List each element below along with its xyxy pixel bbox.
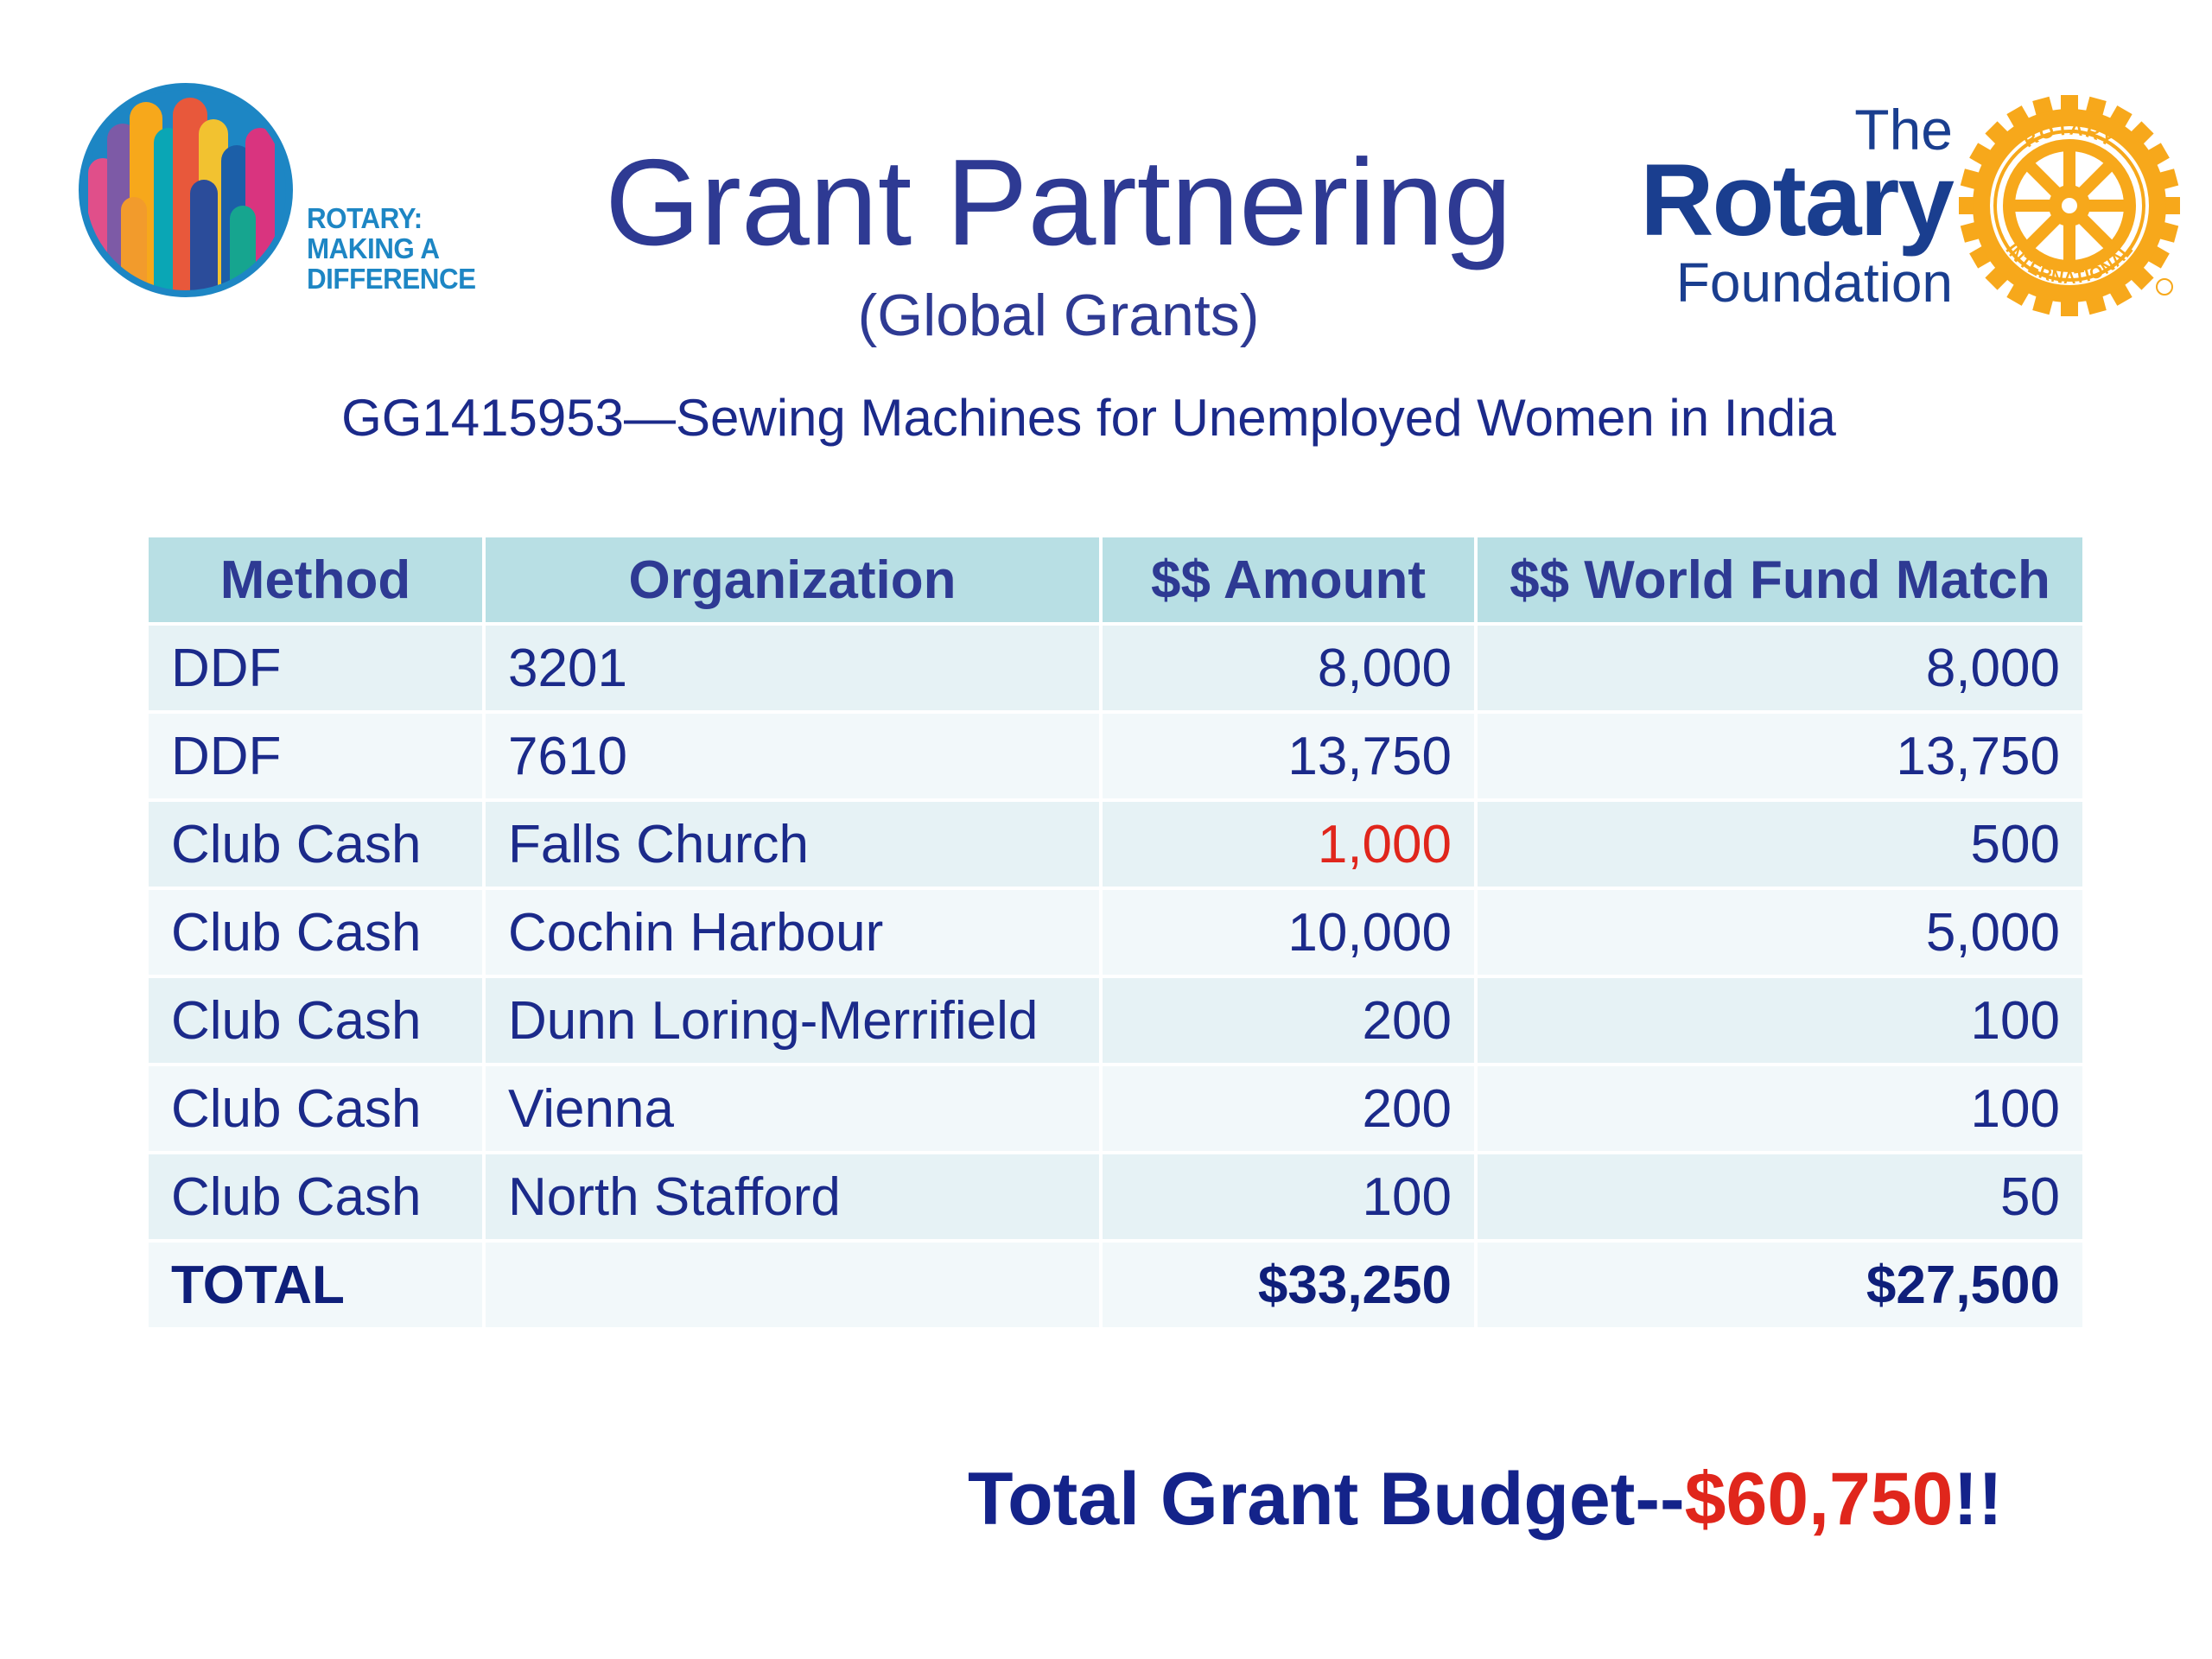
cell-method: DDF [149,714,482,798]
logo-tagline-line-1: ROTARY: [307,202,423,234]
table-row: Club Cash Cochin Harbour 10,000 5,000 [149,890,2082,975]
cell-amount: 1,000 [1103,802,1474,887]
cell-amount: 200 [1103,1066,1474,1151]
table-row: Club Cash Dunn Loring-Merrifield 200 100 [149,978,2082,1063]
page-subtitle: (Global Grants) [857,283,1260,348]
total-organization [486,1243,1099,1327]
rotary-wheel-icon: ROTARY INTERNATIONAL [1959,95,2180,316]
cell-organization: Falls Church [486,802,1099,887]
foundation-logo-foundation: Foundation [1675,251,1953,314]
page-title: Grant Partnering [605,134,1512,271]
total-label: TOTAL [149,1243,482,1327]
logo-tagline: ROTARY: MAKING A DIFFERENCE [307,203,476,294]
column-header-world-fund-match: $$ World Fund Match [1478,537,2082,622]
cell-method: DDF [149,626,482,710]
table-row: Club Cash Falls Church 1,000 500 [149,802,2082,887]
budget-label: Total Grant Budget-- [968,1458,1685,1541]
foundation-logo-rotary: Rotary [1640,143,1955,257]
cell-world-fund-match: 500 [1478,802,2082,887]
table-row: Club Cash North Stafford 100 50 [149,1154,2082,1239]
cell-organization: 3201 [486,626,1099,710]
table-header-row: Method Organization $$ Amount $$ World F… [149,537,2082,622]
cell-method: Club Cash [149,802,482,887]
grant-description: GG1415953—Sewing Machines for Unemployed… [341,389,1836,447]
cell-organization: 7610 [486,714,1099,798]
cell-method: Club Cash [149,1154,482,1239]
cell-organization: Cochin Harbour [486,890,1099,975]
logo-tagline-line-2: MAKING A [307,232,440,264]
cell-organization: Dunn Loring-Merrifield [486,978,1099,1063]
total-amount: $33,250 [1103,1243,1474,1327]
cell-amount: 10,000 [1103,890,1474,975]
total-grant-budget: Total Grant Budget--$60,750!! [968,1456,2005,1542]
table-row: DDF 3201 8,000 8,000 [149,626,2082,710]
cell-world-fund-match: 13,750 [1478,714,2082,798]
total-world-fund-match: $27,500 [1478,1243,2082,1327]
cell-world-fund-match: 50 [1478,1154,2082,1239]
cell-amount: 13,750 [1103,714,1474,798]
cell-world-fund-match: 100 [1478,1066,2082,1151]
cell-organization: North Stafford [486,1154,1099,1239]
cell-amount: 200 [1103,978,1474,1063]
table-row: Club Cash Vienna 200 100 [149,1066,2082,1151]
foundation-logo-the: The [1854,98,1953,162]
cell-amount: 8,000 [1103,626,1474,710]
cell-world-fund-match: 8,000 [1478,626,2082,710]
column-header-organization: Organization [486,537,1099,622]
grant-partnering-table: Method Organization $$ Amount $$ World F… [145,534,2086,1331]
cell-method: Club Cash [149,978,482,1063]
column-header-amount: $$ Amount [1103,537,1474,622]
cell-method: Club Cash [149,1066,482,1151]
rotary-making-a-difference-logo [79,83,293,297]
cell-method: Club Cash [149,890,482,975]
budget-suffix: !! [1953,1458,2003,1541]
cell-organization: Vienna [486,1066,1099,1151]
table-row: DDF 7610 13,750 13,750 [149,714,2082,798]
logo-tagline-line-3: DIFFERENCE [307,263,476,295]
budget-amount: $60,750 [1684,1458,1954,1541]
table-total-row: TOTAL $33,250 $27,500 [149,1243,2082,1327]
cell-amount: 100 [1103,1154,1474,1239]
cell-world-fund-match: 5,000 [1478,890,2082,975]
cell-world-fund-match: 100 [1478,978,2082,1063]
column-header-method: Method [149,537,482,622]
